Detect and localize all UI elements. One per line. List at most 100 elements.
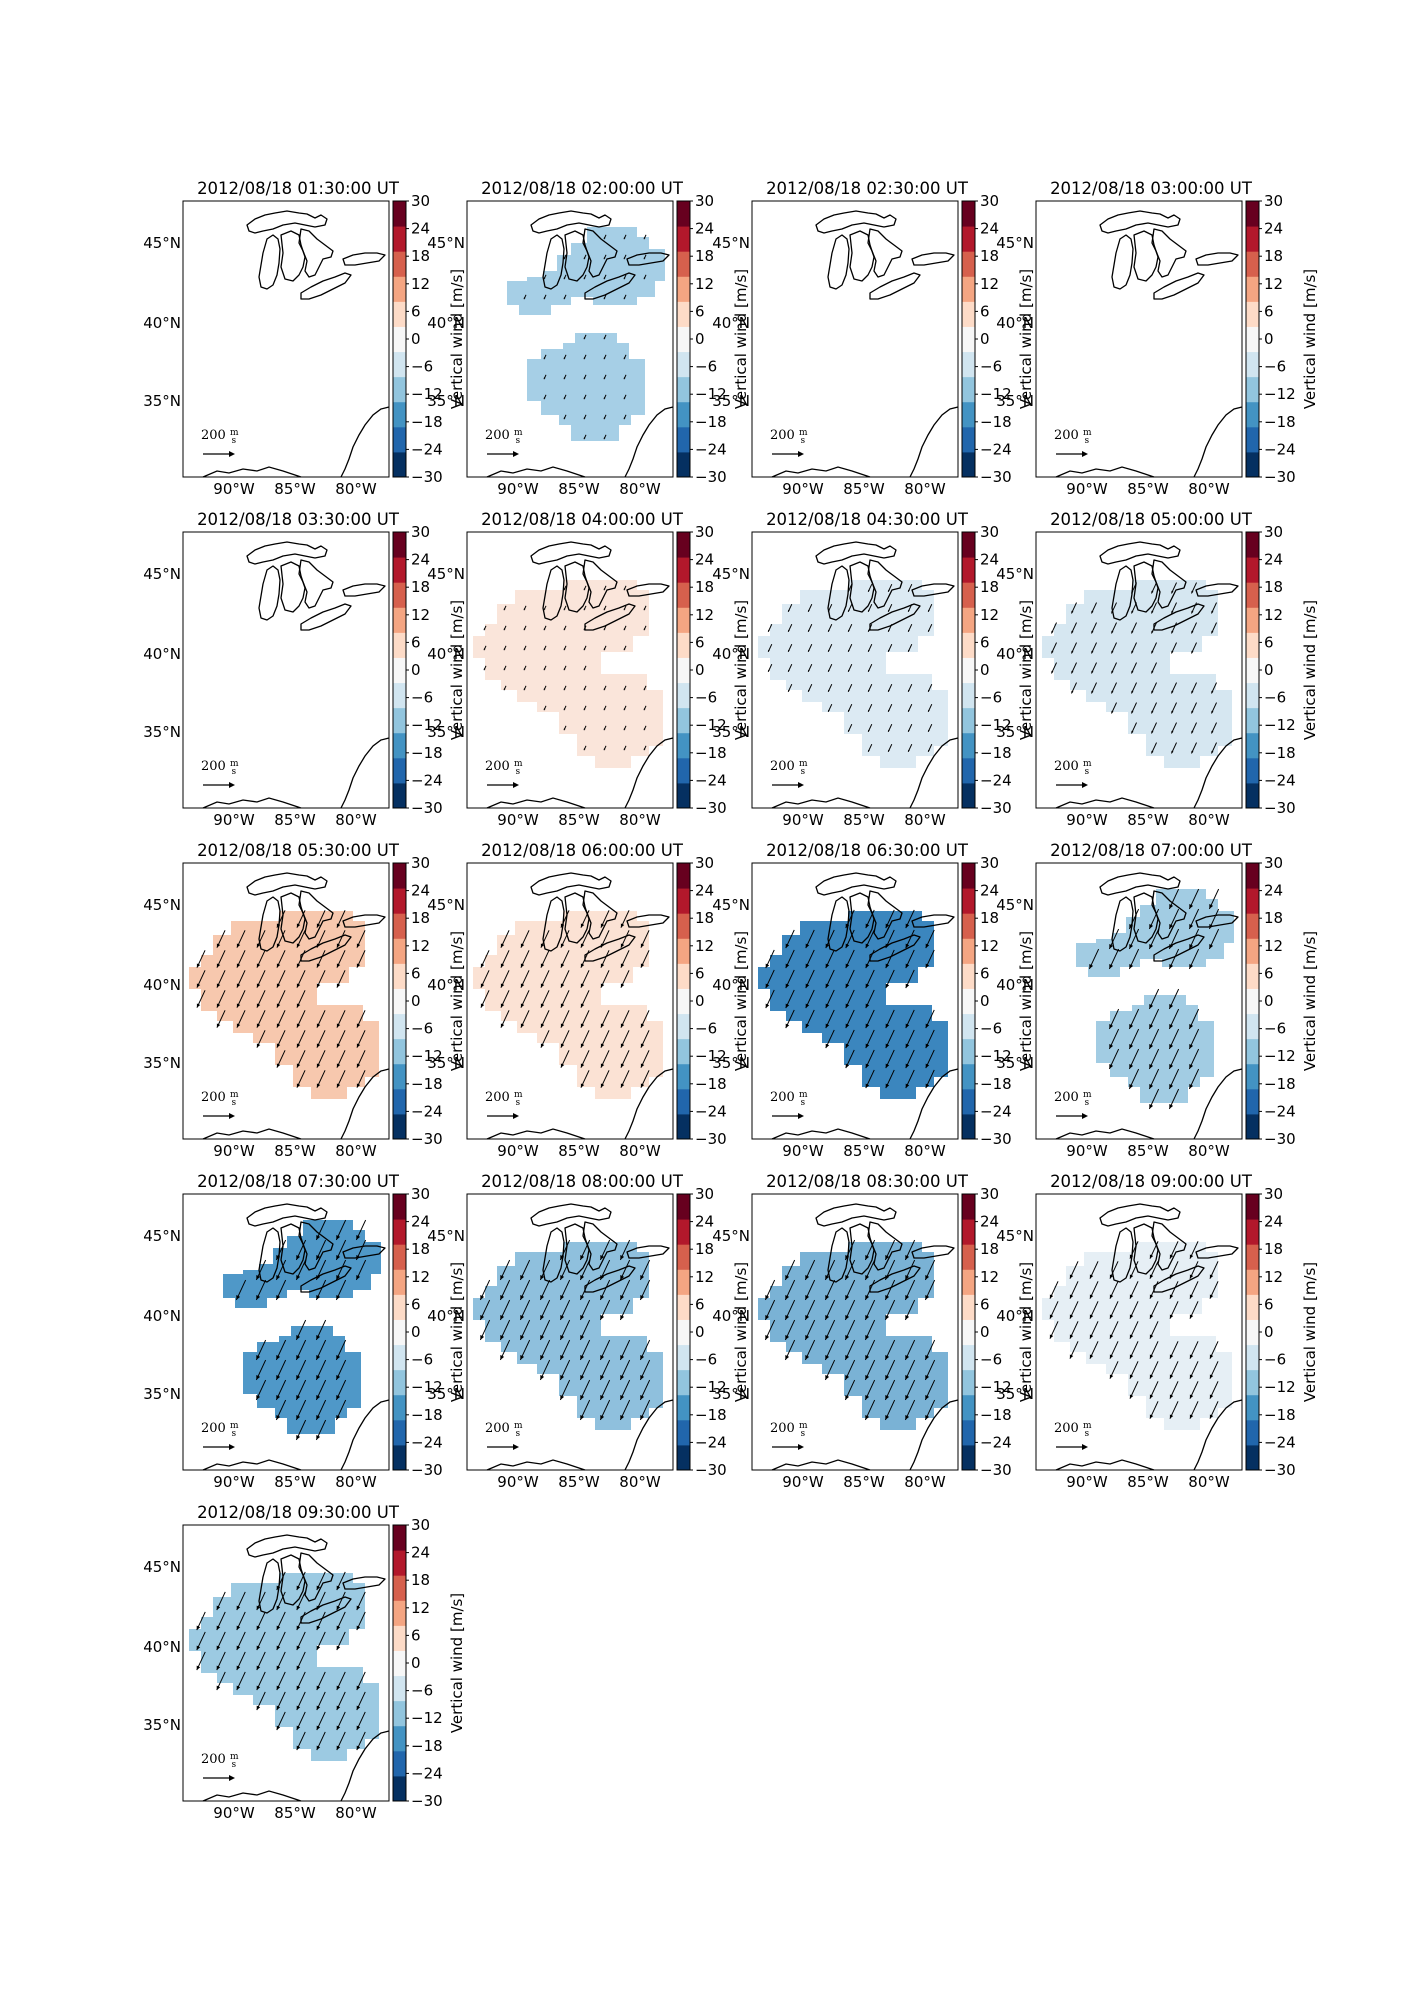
colorbar-tick-label: 24 bbox=[980, 551, 999, 569]
lat-tick-label: 45°N bbox=[712, 896, 750, 914]
wind-arrowhead bbox=[483, 628, 486, 631]
wind-arrowhead bbox=[603, 688, 606, 691]
wind-arrowhead bbox=[236, 1665, 241, 1671]
wind-arrowhead bbox=[296, 1275, 301, 1280]
lake-outline bbox=[246, 210, 328, 234]
colorbar-label: Vertical wind [m/s] bbox=[1301, 600, 1319, 740]
colorbar-segment bbox=[677, 632, 690, 658]
wind-arrowhead bbox=[276, 1003, 281, 1008]
wind-arrowhead bbox=[256, 943, 261, 948]
lon-tick-label: 80°W bbox=[335, 1804, 377, 1822]
wind-arrowhead bbox=[560, 1003, 565, 1008]
colorbar-label: Vertical wind [m/s] bbox=[1301, 931, 1319, 1071]
lake-outline bbox=[1133, 230, 1159, 282]
wind-arrowhead bbox=[1149, 944, 1154, 949]
wind-arrowhead bbox=[296, 1023, 301, 1028]
lat-tick-label: 35°N bbox=[143, 723, 181, 741]
colorbar-segment bbox=[1246, 1063, 1259, 1090]
wind-arrowhead bbox=[1071, 670, 1074, 674]
wind-arrowhead bbox=[276, 1043, 281, 1048]
colorbar-tick-label: 6 bbox=[411, 1626, 421, 1644]
colorbar-segment bbox=[1246, 557, 1259, 583]
wind-arrowhead bbox=[848, 589, 850, 592]
wind-arrowhead bbox=[603, 628, 606, 631]
wind-arrowhead bbox=[236, 1605, 241, 1611]
wind-arrowhead bbox=[620, 1355, 625, 1360]
colorbar-tick-label: 0 bbox=[695, 661, 705, 679]
colorbar-tick-label: −30 bbox=[695, 1461, 727, 1479]
colorbar-tick-label: 6 bbox=[695, 964, 705, 982]
quiver-key-unit-denominator: s bbox=[1085, 767, 1090, 777]
wind-arrowhead bbox=[868, 709, 870, 712]
lat-tick-label: 45°N bbox=[712, 565, 750, 583]
lake-outline bbox=[530, 541, 612, 565]
map-frame bbox=[182, 862, 390, 1140]
map-frame bbox=[182, 531, 390, 809]
wind-arrowhead bbox=[640, 943, 645, 948]
colorbar-segment bbox=[962, 201, 975, 227]
panel-title: 2012/08/18 06:00:00 UT bbox=[481, 841, 684, 860]
lon-tick-label: 90°W bbox=[1066, 811, 1108, 829]
wind-arrowhead bbox=[580, 923, 585, 928]
wind-arrowhead bbox=[845, 1375, 850, 1380]
lake-outline bbox=[564, 230, 590, 282]
wind-arrowhead bbox=[885, 983, 890, 989]
lake-outline bbox=[1153, 272, 1205, 300]
wind-arrowhead bbox=[600, 1375, 605, 1380]
colorbar-segment bbox=[962, 376, 975, 403]
wind-arrowhead bbox=[580, 1023, 585, 1028]
wind-arrowhead bbox=[623, 417, 626, 420]
wind-arrowhead bbox=[480, 983, 485, 988]
wind-arrowhead bbox=[600, 1295, 605, 1300]
wind-arrowhead bbox=[1149, 1294, 1154, 1299]
wind-arrowhead bbox=[928, 629, 930, 632]
wind-arrowhead bbox=[620, 1083, 625, 1088]
colorbar-tick-label: 0 bbox=[695, 330, 705, 348]
wind-arrowhead bbox=[1129, 1254, 1134, 1259]
lake-outline bbox=[827, 565, 850, 621]
wind-arrowhead bbox=[808, 629, 810, 632]
lake-outline bbox=[300, 1596, 352, 1624]
wind-arrowhead bbox=[825, 1335, 830, 1340]
wind-arrowhead bbox=[523, 648, 526, 651]
wind-arrowhead bbox=[276, 1375, 281, 1380]
wind-arrowhead bbox=[336, 1375, 341, 1380]
lake-outline bbox=[280, 230, 306, 282]
lake-outline bbox=[1133, 561, 1159, 613]
lake-outline bbox=[849, 1223, 875, 1275]
wind-arrowhead bbox=[583, 708, 586, 711]
colorbar-tick-label: 0 bbox=[411, 992, 421, 1010]
wind-arrowhead bbox=[808, 669, 810, 672]
colorbar-segment bbox=[677, 426, 690, 453]
colorbar-segment bbox=[393, 251, 406, 277]
wind-arrowhead bbox=[868, 629, 870, 632]
wind-arrowhead bbox=[788, 649, 790, 652]
lake-outline bbox=[1195, 583, 1239, 597]
wind-arrowhead bbox=[1189, 1294, 1194, 1299]
colorbar-tick-label: −24 bbox=[695, 1102, 727, 1120]
colorbar-tick-label: −18 bbox=[695, 744, 727, 762]
lake-outline bbox=[869, 1265, 921, 1293]
wind-arrowhead bbox=[336, 983, 341, 988]
wind-arrowhead bbox=[563, 257, 566, 260]
lake-outline bbox=[542, 896, 565, 952]
colorbar-segment bbox=[1246, 451, 1259, 478]
colorbar-tick-label: 24 bbox=[695, 220, 714, 238]
wind-arrowhead bbox=[888, 649, 890, 652]
wind-arrowhead bbox=[356, 943, 361, 948]
wind-region bbox=[223, 1220, 381, 1308]
wind-arrowhead bbox=[276, 1395, 281, 1400]
wind-arrowhead bbox=[543, 357, 546, 360]
lake-outline bbox=[258, 234, 281, 290]
lake-outline bbox=[342, 1245, 386, 1259]
wind-arrowhead bbox=[885, 1083, 890, 1089]
colorbar-tick-label: 0 bbox=[411, 1323, 421, 1341]
panel-title: 2012/08/18 06:30:00 UT bbox=[766, 841, 969, 860]
colorbar-segment bbox=[962, 1294, 975, 1320]
wind-arrowhead bbox=[236, 1685, 241, 1691]
colorbar-tick-label: −18 bbox=[695, 413, 727, 431]
wind-arrowhead bbox=[1109, 964, 1114, 969]
colorbar-segment bbox=[962, 732, 975, 759]
wind-arrowhead bbox=[560, 983, 565, 988]
wind-arrowhead bbox=[1169, 1414, 1174, 1419]
